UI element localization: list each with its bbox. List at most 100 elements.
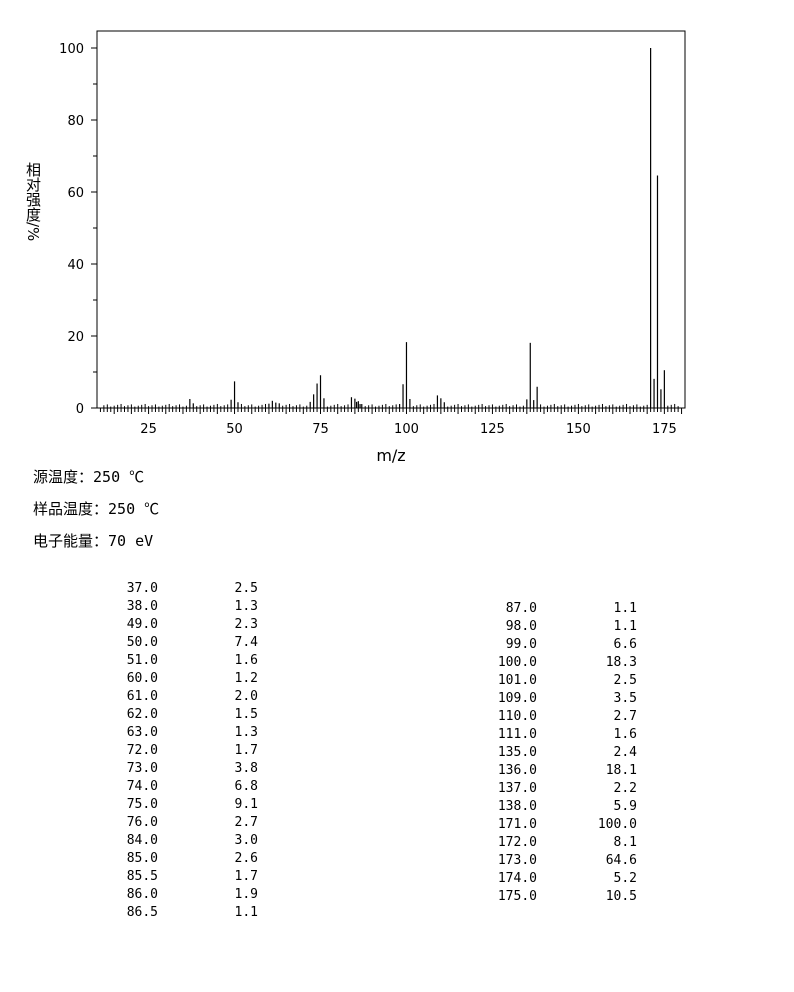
peak-row: 37.0 2.5 <box>98 580 258 598</box>
peak-intensity: 2.5 <box>234 581 258 596</box>
peak-mz: 61.0 <box>126 689 158 704</box>
axis-ticks <box>91 47 683 414</box>
peak-intensity: 1.2 <box>234 671 258 686</box>
peak-row: 50.0 7.4 <box>98 634 258 652</box>
y-tick-label: 80 <box>67 114 84 129</box>
y-axis-label: 相对强度/% <box>24 162 42 241</box>
peak-row: 51.0 1.6 <box>98 652 258 670</box>
x-axis-label: m/z <box>376 446 405 465</box>
peak-mz: 74.0 <box>126 779 158 794</box>
peak-intensity: 10.5 <box>605 889 637 904</box>
x-tick-label: 25 <box>140 422 157 437</box>
peak-mz: 136.0 <box>497 763 537 778</box>
peak-row: 60.0 1.2 <box>98 670 258 688</box>
electron-energy: 电子能量：70 eV <box>33 532 154 550</box>
peak-intensity: 1.1 <box>613 601 637 616</box>
peak-mz: 51.0 <box>126 653 158 668</box>
peak-intensity: 9.1 <box>234 797 258 812</box>
peak-row: 85.5 1.7 <box>98 868 258 886</box>
peak-mz: 86.5 <box>126 905 158 920</box>
peak-intensity: 5.9 <box>613 799 637 814</box>
peak-table-left: 37.0 2.5 38.0 1.3 49.0 2.3 50.0 7.4 51.0 1.6 60.0 1… <box>98 580 258 922</box>
peak-mz: 85.5 <box>126 869 158 884</box>
peak-mz: 173.0 <box>497 853 537 868</box>
peak-mz: 50.0 <box>126 635 158 650</box>
peak-mz: 175.0 <box>497 889 537 904</box>
peak-row: 100.0 18.3 <box>477 654 637 672</box>
peak-row: 110.0 2.7 <box>477 708 637 726</box>
x-tick-label: 125 <box>480 422 505 437</box>
source-temperature: 源温度：250 ℃ <box>33 468 145 486</box>
peak-bars <box>103 48 679 408</box>
peak-row: 85.0 2.6 <box>98 850 258 868</box>
y-tick-label: 40 <box>67 258 84 273</box>
peak-intensity: 1.7 <box>234 743 258 758</box>
peak-row: 136.0 18.1 <box>477 762 637 780</box>
peak-intensity: 2.3 <box>234 617 258 632</box>
peak-row: 84.0 3.0 <box>98 832 258 850</box>
mass-spectrum-chart: 25 50 75 100 125 150 175 0 20 40 60 80 100 m/z 相对强度… <box>24 30 686 465</box>
peak-mz: 73.0 <box>126 761 158 776</box>
peak-mz: 72.0 <box>126 743 158 758</box>
peak-intensity: 6.6 <box>613 637 637 652</box>
peak-mz: 174.0 <box>497 871 537 886</box>
peak-intensity: 3.0 <box>234 833 258 848</box>
peak-mz: 37.0 <box>126 581 158 596</box>
peak-mz: 172.0 <box>497 835 537 850</box>
peak-mz: 63.0 <box>126 725 158 740</box>
peak-intensity: 1.7 <box>234 869 258 884</box>
peak-row: 174.0 5.2 <box>477 870 637 888</box>
peak-intensity: 1.3 <box>234 725 258 740</box>
sample-temperature: 样品温度：250 ℃ <box>33 500 160 518</box>
peak-mz: 49.0 <box>126 617 158 632</box>
peak-intensity: 2.7 <box>613 709 637 724</box>
peak-mz: 171.0 <box>497 817 537 832</box>
peak-row: 99.0 6.6 <box>477 636 637 654</box>
peak-intensity: 1.1 <box>234 905 258 920</box>
peak-intensity: 18.3 <box>605 655 637 670</box>
peak-row: 138.0 5.9 <box>477 798 637 816</box>
peak-mz: 138.0 <box>497 799 537 814</box>
peak-row: 137.0 2.2 <box>477 780 637 798</box>
peak-mz: 100.0 <box>497 655 537 670</box>
peak-row: 75.0 9.1 <box>98 796 258 814</box>
peak-row: 74.0 6.8 <box>98 778 258 796</box>
peak-intensity: 64.6 <box>605 853 637 868</box>
peak-table-right: 87.0 1.1 98.0 1.1 99.0 6.6 100.0 18.3 101.0 2.5 10… <box>477 600 637 906</box>
plot-frame <box>96 30 686 409</box>
peak-intensity: 1.9 <box>234 887 258 902</box>
peak-row: 98.0 1.1 <box>477 618 637 636</box>
y-tick-labels: 0 20 40 60 80 100 <box>59 42 84 417</box>
x-tick-label: 50 <box>226 422 243 437</box>
peak-intensity: 7.4 <box>234 635 258 650</box>
peak-intensity: 6.8 <box>234 779 258 794</box>
peak-row: 73.0 3.8 <box>98 760 258 778</box>
peak-mz: 60.0 <box>126 671 158 686</box>
peak-intensity: 8.1 <box>613 835 637 850</box>
peak-intensity: 5.2 <box>613 871 637 886</box>
peak-intensity: 2.6 <box>234 851 258 866</box>
peak-mz: 86.0 <box>126 887 158 902</box>
peak-mz: 99.0 <box>505 637 537 652</box>
peak-intensity: 1.3 <box>234 599 258 614</box>
peak-mz: 110.0 <box>497 709 537 724</box>
peak-mz: 87.0 <box>505 601 537 616</box>
peak-row: 171.0 100.0 <box>477 816 637 834</box>
peak-intensity: 2.5 <box>613 673 637 688</box>
peak-intensity: 2.2 <box>613 781 637 796</box>
peak-mz: 111.0 <box>497 727 537 742</box>
peak-intensity: 18.1 <box>605 763 637 778</box>
peak-row: 109.0 3.5 <box>477 690 637 708</box>
peak-mz: 109.0 <box>497 691 537 706</box>
peak-mz: 137.0 <box>497 781 537 796</box>
y-tick-label: 60 <box>67 186 84 201</box>
peak-row: 172.0 8.1 <box>477 834 637 852</box>
peak-row: 76.0 2.7 <box>98 814 258 832</box>
x-tick-labels: 25 50 75 100 125 150 175 <box>140 422 676 437</box>
peak-row: 38.0 1.3 <box>98 598 258 616</box>
peak-row: 135.0 2.4 <box>477 744 637 762</box>
peak-intensity: 1.6 <box>234 653 258 668</box>
peak-mz: 75.0 <box>126 797 158 812</box>
peak-row: 101.0 2.5 <box>477 672 637 690</box>
peak-intensity: 2.7 <box>234 815 258 830</box>
